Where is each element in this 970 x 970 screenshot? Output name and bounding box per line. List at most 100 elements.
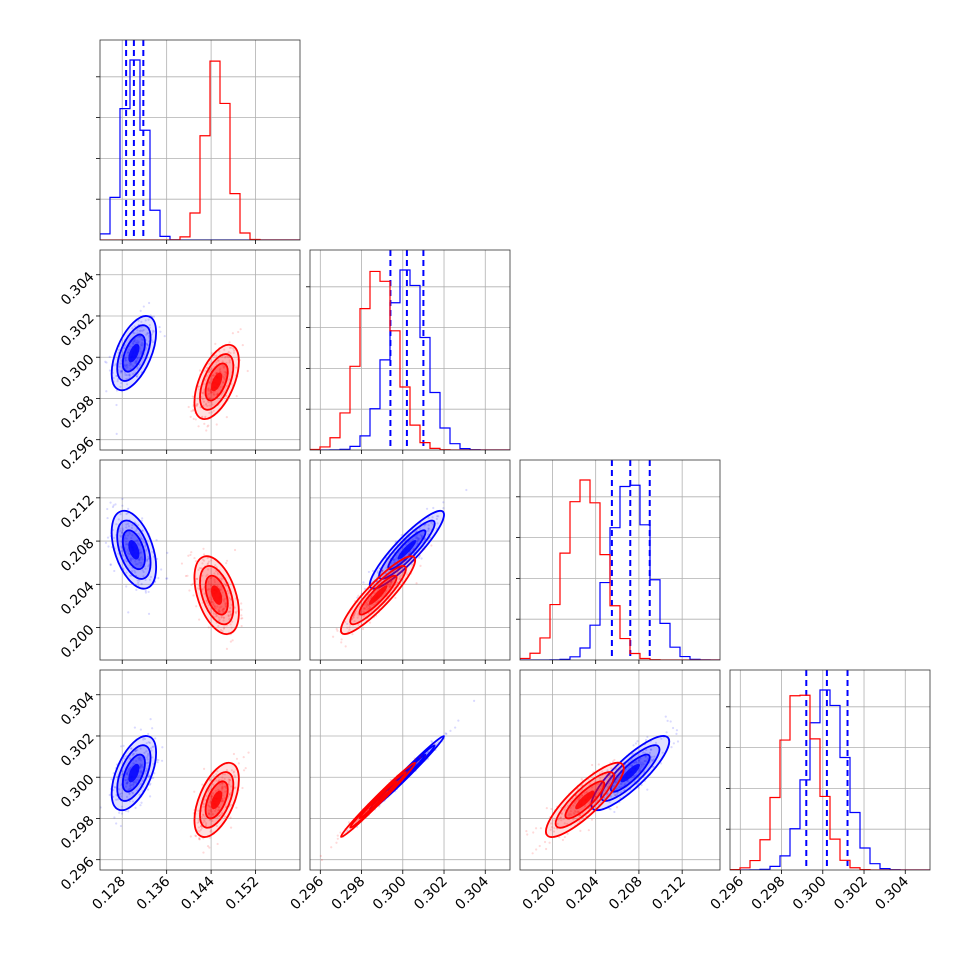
sample-point	[139, 309, 142, 312]
sample-point	[228, 780, 231, 784]
sample-point	[142, 338, 145, 342]
sample-point	[587, 829, 590, 832]
panel-content	[100, 40, 300, 240]
sample-point	[212, 409, 215, 412]
sample-point	[216, 770, 219, 773]
sample-point	[120, 792, 123, 795]
sample-point	[617, 791, 620, 794]
density-contour	[211, 790, 223, 810]
sample-point	[139, 564, 142, 567]
sample-point	[129, 558, 132, 561]
sample-point	[124, 534, 127, 537]
y-tick-label: 0.304	[58, 269, 98, 309]
sample-point	[208, 382, 211, 385]
sample-point	[130, 557, 133, 560]
sample-point	[615, 787, 618, 790]
sample-point	[449, 729, 452, 732]
sample-point	[203, 592, 206, 595]
sample-point	[147, 612, 151, 615]
sample-point	[146, 758, 149, 761]
sample-point	[146, 558, 149, 561]
sample-point	[138, 558, 141, 562]
sample-point	[142, 738, 145, 741]
sample-point	[139, 335, 142, 338]
sample-point	[139, 556, 142, 560]
sample-point	[416, 542, 419, 546]
sample-point	[111, 505, 115, 509]
sample-point	[128, 373, 131, 376]
sample-point	[352, 616, 355, 619]
sample-point	[119, 513, 122, 516]
sample-point	[127, 525, 130, 528]
sample-point	[410, 560, 413, 563]
sample-point	[202, 818, 206, 822]
sample-point	[126, 366, 129, 369]
sample-point	[142, 776, 145, 779]
sample-point	[221, 800, 224, 803]
sample-point	[220, 588, 223, 591]
sample-point	[211, 374, 215, 377]
sample-point	[351, 616, 354, 619]
sample-point	[117, 518, 120, 521]
sample-point	[420, 535, 424, 538]
sample-point	[599, 777, 602, 780]
sample-point	[389, 579, 392, 582]
sample-point	[227, 778, 230, 781]
sample-point	[235, 366, 238, 369]
sample-point	[189, 835, 192, 838]
sample-point	[121, 529, 124, 532]
sample-point	[228, 378, 231, 381]
sample-point	[387, 580, 390, 583]
sample-point	[121, 497, 124, 500]
sample-point	[208, 836, 211, 839]
sample-point	[120, 550, 123, 553]
sample-point	[139, 728, 142, 731]
sample-point	[665, 731, 668, 734]
sample-point	[640, 783, 643, 787]
sample-point	[202, 392, 205, 395]
sample-point	[131, 327, 134, 330]
sample-point	[212, 374, 215, 377]
sample-point	[199, 828, 203, 831]
sample-point	[135, 778, 138, 781]
sample-point	[583, 805, 586, 808]
sample-point	[599, 787, 602, 791]
sample-point	[209, 390, 212, 393]
sample-point	[675, 729, 679, 732]
sample-point	[136, 749, 139, 752]
sample-point	[573, 801, 577, 804]
sample-point	[219, 385, 222, 388]
sample-point	[525, 829, 528, 833]
sample-point	[133, 340, 136, 343]
sample-point	[235, 806, 238, 809]
sample-point	[140, 772, 143, 775]
sample-point	[207, 392, 210, 396]
sample-point	[417, 538, 420, 541]
sample-point	[228, 610, 231, 614]
sample-point	[135, 588, 138, 591]
density-contour	[211, 372, 223, 392]
sample-point	[389, 582, 392, 585]
sample-point	[425, 507, 429, 510]
sample-point	[126, 771, 129, 774]
sample-point	[403, 555, 406, 558]
sample-point	[147, 761, 150, 764]
sample-point	[150, 749, 153, 752]
sample-point	[211, 812, 215, 815]
sample-point	[620, 782, 623, 785]
sample-point	[424, 755, 427, 758]
sample-point	[115, 374, 118, 378]
sample-point	[365, 606, 369, 609]
sample-point	[200, 815, 204, 819]
sample-point	[142, 305, 145, 308]
panel-frame	[519, 459, 721, 661]
sample-point	[160, 759, 164, 762]
sample-point	[123, 347, 126, 350]
sample-point	[222, 381, 225, 384]
sample-point	[217, 359, 220, 362]
sample-point	[106, 516, 109, 520]
sample-point	[121, 527, 124, 530]
sample-point	[387, 583, 390, 586]
sample-point	[666, 719, 669, 722]
sample-point	[372, 603, 375, 607]
